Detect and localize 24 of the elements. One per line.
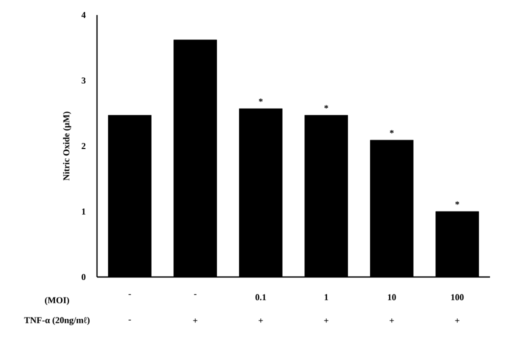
text: - bbox=[128, 320, 131, 321]
annotation: * bbox=[390, 130, 394, 134]
x-tick-label: - bbox=[128, 294, 131, 295]
y-tick-label: 0 bbox=[82, 274, 86, 280]
annotation: * bbox=[324, 105, 328, 108]
text: + bbox=[324, 318, 328, 323]
x-tick-label: 1 bbox=[324, 294, 328, 300]
x-tick-label: 0.1 bbox=[255, 294, 266, 300]
text: + bbox=[193, 318, 198, 323]
x-axis-title: (MOI) bbox=[44, 296, 70, 306]
x-tick-label: 10 bbox=[388, 294, 396, 300]
x-tick-label: 100 bbox=[451, 294, 464, 300]
text: + bbox=[455, 318, 460, 323]
y-tick-label: 3 bbox=[82, 77, 86, 84]
annotation: * bbox=[455, 201, 460, 205]
y-tick-label: 4 bbox=[81, 12, 86, 18]
y-tick-label: 1 bbox=[82, 208, 86, 214]
text: TNF-α (20ng/mℓ) bbox=[24, 316, 90, 326]
text: + bbox=[258, 318, 263, 323]
text: + bbox=[390, 318, 394, 323]
x-tick-label: - bbox=[194, 294, 196, 295]
annotation: * bbox=[258, 98, 263, 102]
y-axis-title: Nitric Oxide (μM) bbox=[63, 112, 72, 180]
y-tick-label: 2 bbox=[82, 143, 86, 149]
